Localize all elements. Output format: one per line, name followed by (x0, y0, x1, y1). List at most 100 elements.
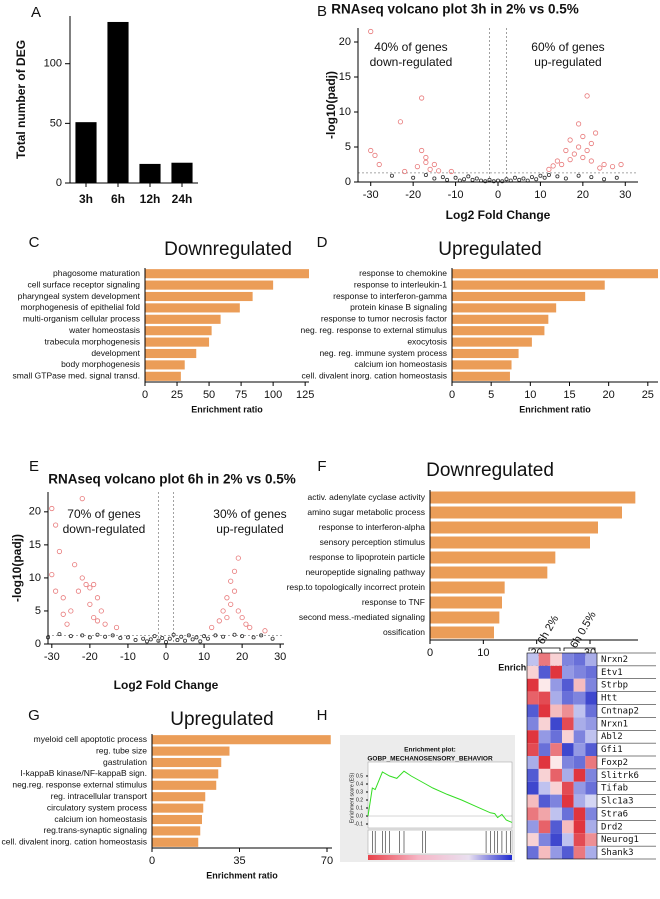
point (98, 608, 104, 614)
point (95, 632, 100, 637)
point (160, 636, 165, 641)
bar (430, 536, 590, 549)
point (597, 165, 603, 171)
heatmap-cell (527, 717, 539, 731)
point (224, 595, 230, 601)
y-tick-label: 15 (339, 71, 351, 83)
chart-title: Downregulated (164, 239, 292, 260)
point (103, 634, 108, 639)
point (431, 161, 437, 168)
point (72, 562, 78, 568)
point (448, 168, 454, 175)
point (202, 634, 207, 639)
category-label: ossification (383, 627, 425, 637)
ranked-list-bar (368, 855, 512, 860)
point (504, 177, 509, 182)
heatmap-cell (573, 846, 586, 859)
category-label: morphogenesis of epithelial fold (20, 302, 140, 312)
point (141, 636, 146, 641)
heatmap-cell (585, 756, 597, 769)
bar (152, 780, 217, 790)
x-tick-label: 100 (264, 389, 282, 401)
point (576, 144, 582, 150)
heatmap-cell (550, 820, 562, 834)
chart-title: Enrichment plot: (404, 747, 456, 754)
point (453, 175, 458, 180)
point (79, 496, 85, 502)
point (592, 130, 599, 136)
column-bracket (563, 647, 596, 651)
bar (152, 757, 222, 768)
x-tick-label: 15 (563, 389, 575, 401)
panel-letter: E (29, 458, 39, 475)
x-tick-label: -10 (448, 189, 464, 201)
point (94, 618, 101, 624)
bar (145, 337, 210, 347)
point (563, 176, 568, 181)
heatmap-cell (585, 678, 597, 692)
category-label: trabecula morphogenesis (45, 336, 140, 346)
heatmap-cell (538, 781, 551, 795)
bar (145, 303, 240, 313)
point (609, 164, 616, 170)
point (546, 172, 551, 177)
heatmap-cell (573, 820, 586, 834)
heatmap-cell (527, 768, 539, 782)
point (60, 611, 66, 617)
x-tick-label: 70 (321, 855, 333, 867)
heatmap-cell (538, 768, 551, 782)
chart-title: Upregulated (438, 239, 542, 260)
heatmap-cell (538, 833, 551, 847)
heatmap-cell (573, 756, 586, 769)
panel-letter: F (317, 458, 326, 475)
heatmap-cell (527, 820, 539, 834)
heatmap-cell (538, 846, 551, 859)
point (550, 163, 556, 169)
point (79, 575, 85, 581)
heatmap-cell (585, 846, 597, 859)
heatmap-cell (573, 730, 586, 744)
x-tick-label: 20 (603, 389, 615, 401)
category-label: response to interleukin-1 (354, 279, 447, 289)
x-tick-label: 75 (235, 389, 247, 401)
x-axis-label: Enrichment ratio (206, 870, 278, 880)
point (247, 624, 253, 631)
heatmap-cell (538, 743, 551, 756)
point (49, 572, 55, 578)
point (259, 633, 264, 638)
point (589, 175, 594, 180)
heatmap-cell (585, 807, 597, 821)
point (567, 157, 573, 163)
bar (139, 163, 161, 183)
bar (145, 371, 181, 381)
es-curve (367, 770, 513, 823)
x-axis-label: Log2 Fold Change (446, 208, 551, 222)
bar (430, 506, 622, 519)
point (555, 174, 560, 179)
column-label: 6h 2% (535, 613, 561, 646)
heatmap-cell (550, 768, 562, 782)
heatmap-cell (573, 691, 586, 705)
bar (171, 162, 193, 183)
point (198, 639, 203, 644)
heatmap-cell (585, 730, 597, 744)
y-tick-label: 0.0 (356, 813, 363, 819)
y-tick-label: 5 (35, 605, 41, 617)
point (231, 588, 238, 594)
x-tick-label: 0 (495, 189, 501, 201)
category-label: neg. reg. immune system process (319, 348, 447, 358)
x-tick-label: 0 (427, 647, 433, 659)
bar (152, 814, 202, 825)
panel-letter: A (31, 4, 41, 21)
heatmap-cell (573, 665, 586, 679)
point (87, 601, 93, 607)
point (512, 175, 517, 180)
gene-label: Slitrk6 (601, 771, 639, 781)
point (179, 634, 184, 639)
bar (452, 291, 586, 302)
heatmap-cell (538, 794, 551, 808)
point (190, 637, 195, 642)
gene-label: Strbp (601, 681, 628, 691)
x-tick-label: 5 (488, 389, 494, 401)
bar (430, 551, 556, 564)
